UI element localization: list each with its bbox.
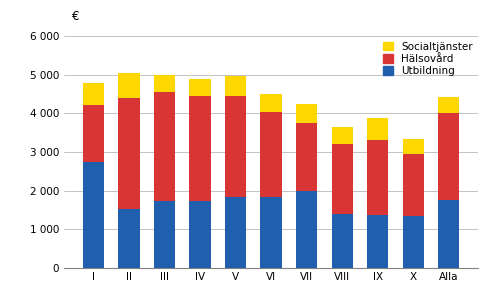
Bar <box>154 92 175 201</box>
Text: €: € <box>72 10 79 23</box>
Bar <box>331 143 353 214</box>
Bar <box>438 200 459 268</box>
Bar <box>154 75 175 92</box>
Bar <box>225 76 246 96</box>
Bar <box>403 216 424 268</box>
Bar <box>367 140 388 215</box>
Bar <box>296 123 317 191</box>
Bar <box>296 191 317 268</box>
Bar <box>438 97 459 113</box>
Bar <box>83 105 104 162</box>
Bar <box>438 113 459 200</box>
Bar <box>403 154 424 216</box>
Bar <box>403 139 424 154</box>
Bar <box>367 118 388 140</box>
Bar <box>189 79 211 96</box>
Bar <box>83 162 104 268</box>
Bar <box>367 215 388 268</box>
Bar <box>331 214 353 268</box>
Legend: Socialtjänster, Hälsovård, Utbildning: Socialtjänster, Hälsovård, Utbildning <box>381 40 475 78</box>
Bar <box>189 201 211 268</box>
Bar <box>225 96 246 197</box>
Bar <box>154 201 175 268</box>
Bar <box>331 127 353 143</box>
Bar <box>83 84 104 105</box>
Bar <box>189 96 211 201</box>
Bar <box>260 197 282 268</box>
Bar <box>260 94 282 112</box>
Bar <box>225 197 246 268</box>
Bar <box>118 73 140 98</box>
Bar <box>118 98 140 209</box>
Bar <box>260 112 282 197</box>
Bar <box>296 104 317 123</box>
Bar <box>118 209 140 268</box>
